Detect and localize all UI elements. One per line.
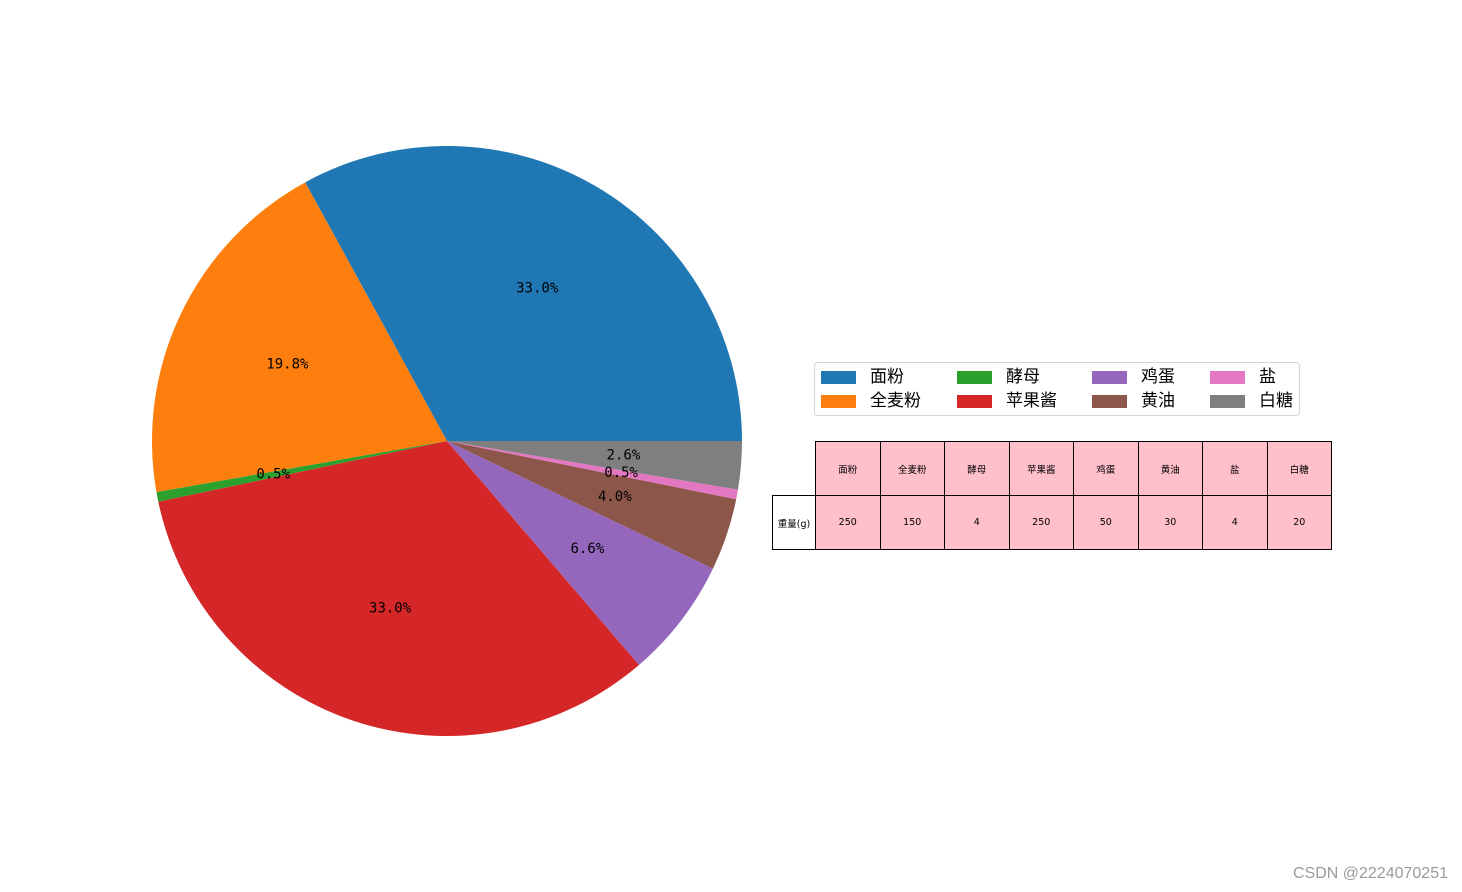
table-col-header-flour: 面粉	[815, 441, 881, 496]
legend-label: 盐	[1259, 367, 1276, 387]
legend-label: 苹果酱	[1006, 391, 1057, 411]
legend-item-butter: 黄油	[1092, 391, 1175, 411]
table-col-header-egg: 鸡蛋	[1073, 441, 1139, 496]
table-row: 重量(g) 250 150 4 250 50 30 4 20	[772, 495, 1332, 550]
pie-percent-label: 19.8%	[266, 356, 309, 372]
legend-label: 全麦粉	[870, 391, 921, 411]
legend-swatch	[1092, 370, 1127, 384]
table-col-header-salt: 盐	[1202, 441, 1268, 496]
legend-item-applesauce: 苹果酱	[957, 391, 1057, 411]
table-col-header-whole-wheat-flour: 全麦粉	[879, 441, 945, 496]
legend-item-yeast: 酵母	[957, 367, 1040, 387]
legend-swatch	[1210, 370, 1245, 384]
pie-slice-sugar	[447, 441, 742, 490]
table-header-row: 面粉 全麦粉 酵母 苹果酱 鸡蛋 黄油 盐 白糖	[773, 441, 1332, 496]
legend-swatch	[1092, 394, 1127, 408]
pie-percent-label: 6.6%	[571, 541, 605, 557]
table-cell: 20	[1266, 495, 1332, 550]
pie-percent-label: 33.0%	[516, 281, 559, 297]
pie-slice-yeast	[156, 441, 447, 502]
table-col-header-applesauce: 苹果酱	[1008, 441, 1074, 496]
legend-label: 黄油	[1141, 391, 1175, 411]
pie-percent-label: 0.5%	[256, 467, 290, 483]
legend-label: 白糖	[1259, 391, 1293, 411]
table-corner	[773, 442, 816, 496]
legend-item-salt: 盐	[1210, 367, 1276, 387]
pie-percent-labels: 33.0%19.8%0.5%33.0%6.6%4.0%0.5%2.6%	[256, 281, 640, 617]
pie-percent-label: 33.0%	[369, 601, 412, 617]
table-cell: 4	[944, 495, 1010, 550]
ingredient-weight-table: 面粉 全麦粉 酵母 苹果酱 鸡蛋 黄油 盐 白糖 重量(g) 250 150 4…	[772, 441, 1332, 550]
table-cell: 30	[1137, 495, 1203, 550]
pie-slice-applesauce	[158, 441, 640, 737]
table-cell: 150	[879, 495, 945, 550]
table-row-label: 重量(g)	[772, 495, 816, 550]
legend-swatch	[1210, 394, 1245, 408]
legend: 面粉 全麦粉 酵母 苹果酱 鸡蛋 黄油 盐 白糖	[814, 362, 1300, 416]
table-cell: 50	[1073, 495, 1139, 550]
pie-percent-label: 0.5%	[604, 465, 638, 481]
pie-slice-butter	[447, 441, 737, 569]
legend-item-whole-wheat-flour: 全麦粉	[821, 391, 921, 411]
table-col-header-yeast: 酵母	[944, 441, 1010, 496]
pie-slice-salt	[447, 441, 738, 500]
table-cell: 250	[815, 495, 881, 550]
table-cell: 250	[1008, 495, 1074, 550]
table-col-header-butter: 黄油	[1137, 441, 1203, 496]
pie-slices	[152, 145, 742, 737]
legend-label: 鸡蛋	[1141, 367, 1175, 387]
pie-percent-label: 4.0%	[598, 489, 632, 505]
legend-swatch	[821, 370, 856, 384]
legend-swatch	[957, 370, 992, 384]
pie-slice-whole-wheat-flour	[152, 182, 447, 493]
legend-item-sugar: 白糖	[1210, 391, 1293, 411]
pie-slice-flour	[305, 145, 742, 441]
legend-swatch	[821, 394, 856, 408]
legend-swatch	[957, 394, 992, 408]
legend-label: 酵母	[1006, 367, 1040, 387]
table-col-header-sugar: 白糖	[1266, 441, 1332, 496]
watermark: CSDN @2224070251	[1292, 865, 1448, 882]
pie-slice-egg	[447, 441, 713, 665]
pie-percent-label: 2.6%	[607, 448, 641, 464]
legend-label: 面粉	[870, 367, 904, 387]
table-cell: 4	[1202, 495, 1268, 550]
legend-item-flour: 面粉	[821, 367, 904, 387]
legend-item-egg: 鸡蛋	[1092, 367, 1175, 387]
